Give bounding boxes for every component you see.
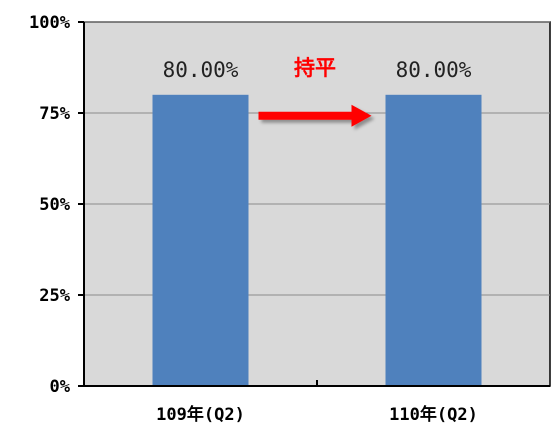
data-labels: 80.00% 80.00% <box>163 58 472 82</box>
arrow-right-icon <box>258 104 372 127</box>
data-label: 80.00% <box>396 58 472 82</box>
annotation: 持平 <box>258 56 372 127</box>
y-tick-label: 25% <box>39 286 70 306</box>
data-label: 80.00% <box>163 58 239 82</box>
x-tick-label: 110年(Q2) <box>389 404 478 425</box>
x-tick-labels: 109年(Q2) 110年(Q2) <box>156 404 478 425</box>
bar-2 <box>385 94 482 387</box>
y-tick-label: 75% <box>39 104 70 124</box>
y-tick-label: 50% <box>39 195 70 215</box>
x-tick-label: 109年(Q2) <box>156 404 245 425</box>
bar-1 <box>152 94 249 387</box>
annotation-label: 持平 <box>294 56 336 80</box>
axes <box>78 21 550 387</box>
bars <box>152 94 482 387</box>
y-tick-labels: 0% 25% 50% 75% 100% <box>29 13 71 397</box>
y-tick-label: 0% <box>50 377 71 397</box>
y-tick-label: 100% <box>29 13 71 33</box>
